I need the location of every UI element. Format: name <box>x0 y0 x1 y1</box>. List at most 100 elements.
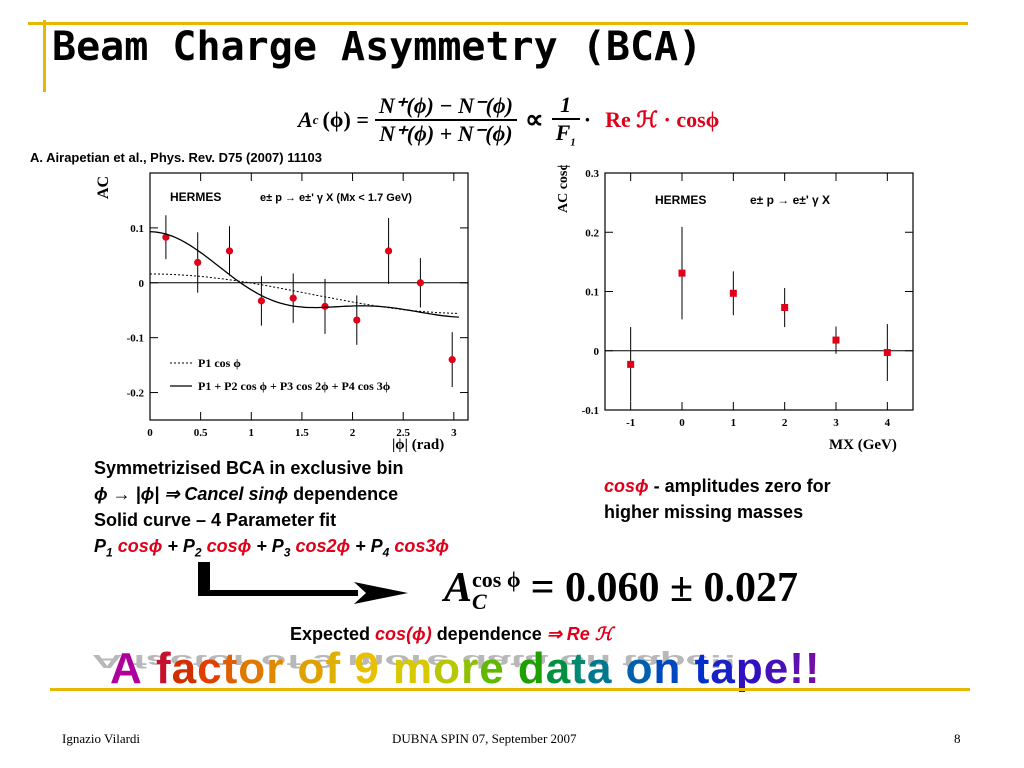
banner-more-data: A factor of 9 more data on tape!! <box>110 644 821 694</box>
banner-letter <box>284 644 297 693</box>
x-tick-label: 0 <box>679 417 685 429</box>
legend-solid-label: P1 + P2 cos ϕ + P3 cos 2ϕ + P4 cos 3ϕ <box>198 379 391 393</box>
x-tick-label: 2 <box>782 417 788 429</box>
y-tick-label: 0.3 <box>585 168 599 180</box>
banner-letter: o <box>433 644 462 693</box>
x-tick-label: 1.5 <box>295 427 309 439</box>
data-point <box>162 233 170 241</box>
y-tick-label: -0.2 <box>127 388 145 400</box>
right-xlabel: MX (GeV) <box>829 437 897 453</box>
data-point <box>832 336 840 344</box>
banner-letter: r <box>461 644 480 693</box>
banner-letter: t <box>694 644 711 693</box>
data-point <box>678 269 686 277</box>
formula-proportional: ∝ <box>525 105 544 135</box>
x-tick-label: 0 <box>147 427 153 439</box>
banner-letter <box>505 644 518 693</box>
banner-letter: a <box>586 644 613 693</box>
formula-fraction2: 1 F1 <box>551 92 580 149</box>
left-ylabel: AC <box>95 176 112 199</box>
right-reaction: e± p → e±' γ X <box>750 193 830 207</box>
title-accent-line <box>43 20 46 92</box>
arrow-to-result <box>198 562 408 604</box>
data-point <box>448 356 456 364</box>
top-rule <box>28 22 968 25</box>
y-tick-label: 0 <box>139 278 145 290</box>
formula-frac2-den: F <box>555 120 571 145</box>
banner-letter <box>143 644 156 693</box>
fit-curve-4par <box>149 231 459 318</box>
formula-rhs: Re ℋ · cosϕ <box>605 107 720 133</box>
banner-letter <box>380 644 393 693</box>
data-point <box>257 297 266 305</box>
x-tick-label: 3 <box>833 417 839 429</box>
banner-letter: ! <box>804 644 821 693</box>
expected-line: Expected cos(ϕ) dependence ⇒ Re ℋ <box>290 624 613 644</box>
data-point <box>385 247 393 255</box>
footer-page-number: 8 <box>954 731 961 746</box>
left-bullet-block: Symmetrizised BCA in exclusive bin ϕ → |… <box>94 455 449 566</box>
banner-letter: o <box>238 644 267 693</box>
banner-letter: a <box>171 644 198 693</box>
banner-letter: o <box>297 644 326 693</box>
result-symbol: A <box>444 565 473 611</box>
bullet-fit-formula: P1 cosϕ + P2 cosϕ + P3 cos2ϕ + P4 cos3ϕ <box>94 536 450 560</box>
y-tick-label: -0.1 <box>582 405 599 417</box>
banner-letter: a <box>545 644 572 693</box>
formula-frac2-den-sub: 1 <box>570 136 576 149</box>
x-tick-label: 1 <box>731 417 737 429</box>
left-experiment: HERMES <box>170 190 221 204</box>
x-tick-label: 3 <box>451 427 457 439</box>
banner-letter: 9 <box>354 644 380 693</box>
x-tick-label: 1 <box>249 427 255 439</box>
banner-letter: a <box>710 644 736 693</box>
formula-lhs: A <box>298 107 313 133</box>
data-point <box>781 303 789 311</box>
banner-letter: c <box>197 644 223 693</box>
banner-letter: r <box>266 644 285 693</box>
slide-title: Beam Charge Asymmetry (BCA) <box>52 24 703 70</box>
bottom-rule <box>50 688 970 691</box>
banner-letter: e <box>479 644 505 693</box>
data-point <box>194 258 202 267</box>
note-cos-highlight: cosϕ <box>604 476 649 496</box>
y-tick-label: 0.1 <box>585 287 599 299</box>
bullet-cancel-sin: ϕ → |ϕ| ⇒ Cancel sinϕ dependence <box>94 484 399 504</box>
banner-letter: f <box>156 644 172 693</box>
formula-numerator: N⁺(ϕ) − N⁻(ϕ) <box>374 93 517 122</box>
result-sub: C <box>472 589 487 615</box>
footer-author: Ignazio Vilardi <box>62 731 141 746</box>
bca-vs-mx-chart: AC cosϕ HERMES e± p → e±' γ X MX (GeV) -… <box>556 165 914 453</box>
banner-letter: n <box>653 644 682 693</box>
data-point <box>289 294 297 302</box>
data-point <box>416 279 425 287</box>
data-point <box>729 289 737 297</box>
banner-letter <box>341 644 354 693</box>
x-tick-label: 2 <box>350 427 356 439</box>
y-tick-label: 0.2 <box>585 227 599 239</box>
banner-letter: A <box>110 644 143 693</box>
formula-dot: · <box>583 107 592 133</box>
y-tick-label: -0.1 <box>127 333 144 345</box>
footer-event: DUBNA SPIN 07, September 2007 <box>392 731 577 746</box>
data-point <box>321 302 329 310</box>
formula-frac2-num: 1 <box>551 92 580 120</box>
formula-lhs-sub: c <box>312 112 319 128</box>
reference-citation: A. Airapetian et al., Phys. Rev. D75 (20… <box>30 150 322 165</box>
banner-letter: d <box>517 644 546 693</box>
legend-dotted-label: P1 cos ϕ <box>198 356 241 370</box>
data-point <box>883 349 891 357</box>
right-note: cosϕ - amplitudes zero for higher missin… <box>604 473 831 525</box>
banner-letter: t <box>222 644 239 693</box>
formula-fraction: N⁺(ϕ) − N⁻(ϕ) N⁺(ϕ) + N⁻(ϕ) <box>374 93 517 147</box>
bca-vs-phi-chart: AC HERMES e± p → e±' γ X (Mx < 1.7 GeV) … <box>95 172 469 453</box>
formula-arg: (ϕ) = <box>322 107 369 133</box>
banner-letter <box>681 644 694 693</box>
banner-letter <box>612 644 625 693</box>
x-tick-label: 2.5 <box>396 427 410 439</box>
data-point <box>225 247 234 255</box>
banner-letter: m <box>393 644 434 693</box>
x-tick-label: -1 <box>626 417 635 429</box>
